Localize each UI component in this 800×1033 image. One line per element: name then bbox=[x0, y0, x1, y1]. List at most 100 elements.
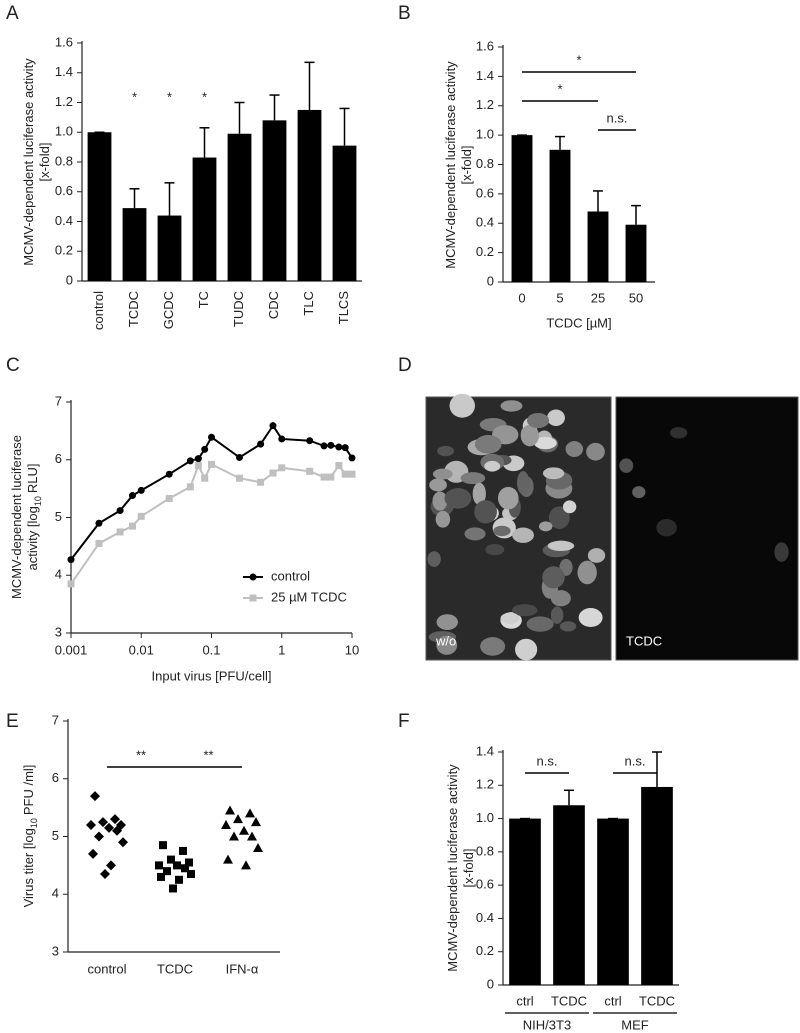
marker bbox=[335, 443, 343, 451]
x-tick-label: 0 bbox=[518, 290, 525, 305]
marker bbox=[169, 884, 177, 893]
marker bbox=[88, 848, 98, 859]
cell bbox=[449, 393, 475, 418]
y-tick-label: 0 bbox=[66, 272, 73, 287]
y-tick-label: 0.6 bbox=[476, 185, 494, 200]
marker bbox=[110, 814, 120, 825]
significance-label: ** bbox=[203, 747, 213, 762]
marker bbox=[90, 791, 100, 802]
marker bbox=[175, 875, 183, 884]
significance-label: n.s. bbox=[607, 110, 628, 125]
bar bbox=[511, 135, 533, 282]
legend-label: control bbox=[271, 568, 310, 583]
marker bbox=[320, 442, 328, 450]
marker bbox=[249, 594, 257, 602]
x-tick-label: 1 bbox=[278, 642, 285, 657]
bar bbox=[122, 208, 147, 281]
y-tick-label: 6 bbox=[52, 770, 59, 785]
y-axis-label: MCMV-dependent luciferase bbox=[9, 435, 24, 599]
y-tick-label: 0.8 bbox=[476, 156, 494, 171]
y-axis-label: MCMV-dependent luciferase activity bbox=[443, 61, 458, 269]
marker bbox=[269, 469, 277, 477]
cell bbox=[464, 527, 486, 541]
marker bbox=[112, 825, 122, 836]
marker bbox=[137, 486, 145, 494]
y-tick-label: 1.4 bbox=[476, 743, 494, 758]
cell bbox=[500, 400, 523, 412]
y-tick-label: 5 bbox=[55, 509, 62, 524]
cell bbox=[526, 412, 550, 429]
panel-letter: D bbox=[398, 355, 412, 376]
marker bbox=[106, 860, 116, 871]
y-tick-label: 0.2 bbox=[55, 243, 73, 258]
cell bbox=[578, 608, 603, 627]
bar bbox=[641, 786, 673, 985]
cell bbox=[565, 441, 584, 457]
marker bbox=[165, 494, 173, 502]
cell bbox=[526, 616, 554, 632]
marker bbox=[165, 470, 173, 478]
marker bbox=[194, 462, 202, 470]
marker bbox=[157, 872, 165, 881]
marker bbox=[241, 860, 251, 870]
marker bbox=[159, 841, 167, 850]
error-bar bbox=[564, 789, 574, 806]
y-axis-label-part: 10 bbox=[33, 496, 43, 506]
marker bbox=[137, 512, 145, 520]
marker bbox=[208, 460, 215, 468]
cell bbox=[670, 427, 688, 439]
y-axis-label: [x-fold] bbox=[459, 145, 474, 184]
x-tick-label: 50 bbox=[629, 290, 643, 305]
y-tick-label: 0 bbox=[487, 976, 494, 991]
group-label: NIH/3T3 bbox=[523, 1017, 571, 1032]
marker bbox=[100, 869, 110, 880]
y-axis-label-part: Virus titer [log bbox=[21, 828, 36, 907]
marker bbox=[306, 437, 314, 445]
cell bbox=[533, 436, 557, 450]
cell bbox=[500, 612, 520, 624]
error-bar bbox=[631, 204, 641, 225]
cell bbox=[547, 540, 575, 551]
bar bbox=[157, 215, 182, 281]
y-axis-label-part: MCMV-dependent luciferase activity bbox=[445, 764, 460, 972]
y-tick-label: 0.6 bbox=[55, 183, 73, 198]
marker bbox=[251, 817, 261, 827]
x-tick-label: GCDC bbox=[161, 291, 176, 329]
marker bbox=[128, 522, 136, 530]
marker bbox=[269, 422, 277, 430]
marker bbox=[155, 861, 163, 870]
x-tick-label: ctrl bbox=[516, 993, 533, 1008]
marker bbox=[341, 470, 349, 478]
marker bbox=[257, 440, 265, 448]
marker bbox=[223, 854, 233, 864]
cell bbox=[559, 621, 577, 632]
marker bbox=[253, 843, 263, 853]
cell bbox=[656, 518, 677, 537]
y-axis-label: activity [log10 RLU] bbox=[25, 464, 43, 571]
cell bbox=[429, 478, 447, 492]
marker bbox=[245, 808, 255, 818]
bar bbox=[262, 120, 287, 281]
cell bbox=[512, 527, 534, 543]
x-tick-label: 25 bbox=[591, 290, 605, 305]
cell bbox=[550, 606, 564, 624]
error-bar bbox=[164, 182, 175, 216]
y-axis-label-part: 10 bbox=[29, 818, 39, 828]
image-label: w/o bbox=[435, 633, 456, 648]
marker bbox=[208, 433, 215, 441]
y-axis-label: MCMV-dependent luciferase activity bbox=[21, 58, 36, 266]
marker bbox=[327, 441, 335, 449]
y-tick-label: 5 bbox=[52, 828, 59, 843]
marker bbox=[116, 528, 124, 536]
bar bbox=[87, 132, 112, 281]
marker bbox=[306, 467, 314, 475]
cell bbox=[435, 510, 451, 528]
significance-label: * bbox=[557, 81, 562, 96]
marker bbox=[239, 825, 249, 835]
cell bbox=[497, 486, 519, 510]
cell bbox=[485, 544, 505, 556]
y-tick-label: 0.2 bbox=[476, 244, 494, 259]
marker bbox=[94, 831, 104, 842]
panel-letter: B bbox=[398, 3, 411, 24]
x-tick-label: 5 bbox=[556, 290, 563, 305]
